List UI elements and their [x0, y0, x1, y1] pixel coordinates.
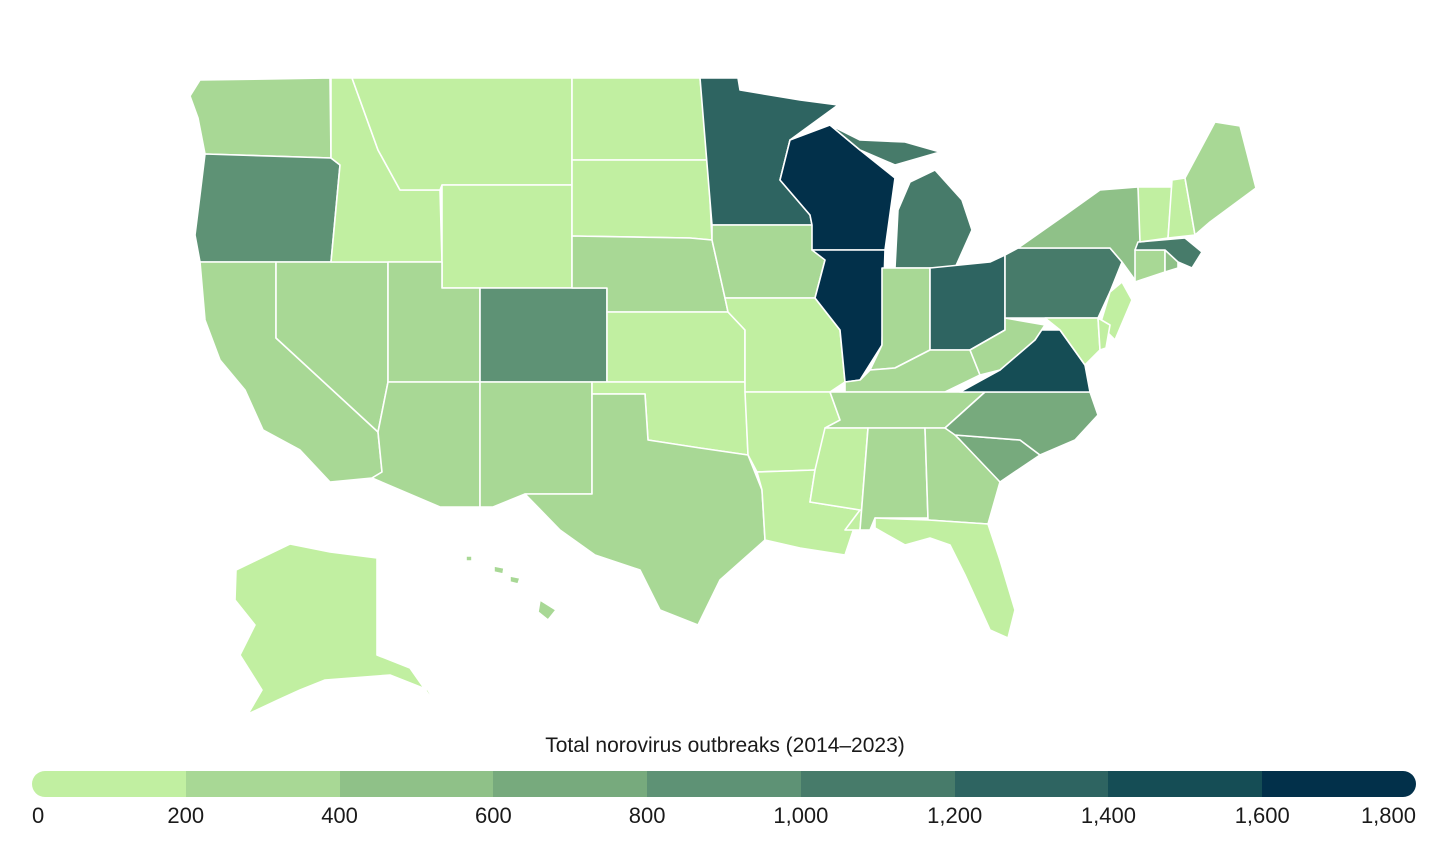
legend-tick-labels: 0 200 400 600 800 1,000 1,200 1,400 1,600 1,800 — [0, 803, 1450, 833]
legend-tick-label: 400 — [321, 803, 358, 828]
us-states-map — [189, 77, 1257, 715]
state-de — [1097, 317, 1111, 351]
legend-tick-label: 1,000 — [773, 803, 829, 828]
legend-tick-label: 1,600 — [1234, 803, 1290, 828]
state-wa — [189, 77, 332, 159]
state-mi — [829, 124, 973, 269]
state-az — [371, 381, 481, 508]
legend-segment — [800, 771, 955, 797]
legend-tick-label: 200 — [167, 803, 205, 828]
state-vt — [1137, 186, 1173, 243]
state-sd — [571, 159, 713, 241]
legend-tick-label: 0 — [32, 803, 45, 828]
state-me — [1184, 121, 1257, 236]
legend-segment — [493, 771, 648, 797]
state-hi — [465, 555, 557, 621]
legend-segment — [647, 771, 801, 797]
legend-segment — [1108, 771, 1263, 797]
state-al — [859, 427, 929, 531]
state-or — [194, 153, 341, 263]
legend-segment — [185, 771, 340, 797]
legend-tick-label: 600 — [474, 803, 512, 828]
legend-tick-label: 1,800 — [1360, 803, 1416, 828]
legend-segment — [1262, 771, 1416, 797]
state-ia — [711, 224, 826, 299]
legend-tick-label: 1,200 — [927, 803, 983, 828]
state-md — [1044, 317, 1101, 366]
state-ma — [1134, 237, 1203, 269]
legend-segment — [339, 771, 494, 797]
state-ct — [1134, 249, 1166, 283]
legend-color-bar — [32, 771, 1416, 797]
state-wy — [441, 184, 573, 289]
legend-tick-label: 800 — [628, 803, 666, 828]
state-ks — [606, 311, 746, 383]
state-tx — [524, 393, 766, 626]
state-co — [479, 287, 608, 383]
legend-segment — [32, 771, 186, 797]
legend-segment — [954, 771, 1109, 797]
state-fl — [874, 517, 1016, 639]
legend-tick-label: 1,400 — [1080, 803, 1136, 828]
state-nd — [571, 77, 709, 161]
state-pa — [1004, 247, 1123, 319]
legend-title: Total norovirus outbreaks (2014–2023) — [545, 734, 905, 757]
state-wv — [969, 317, 1046, 376]
state-nm — [479, 381, 593, 508]
state-ak — [234, 543, 439, 715]
